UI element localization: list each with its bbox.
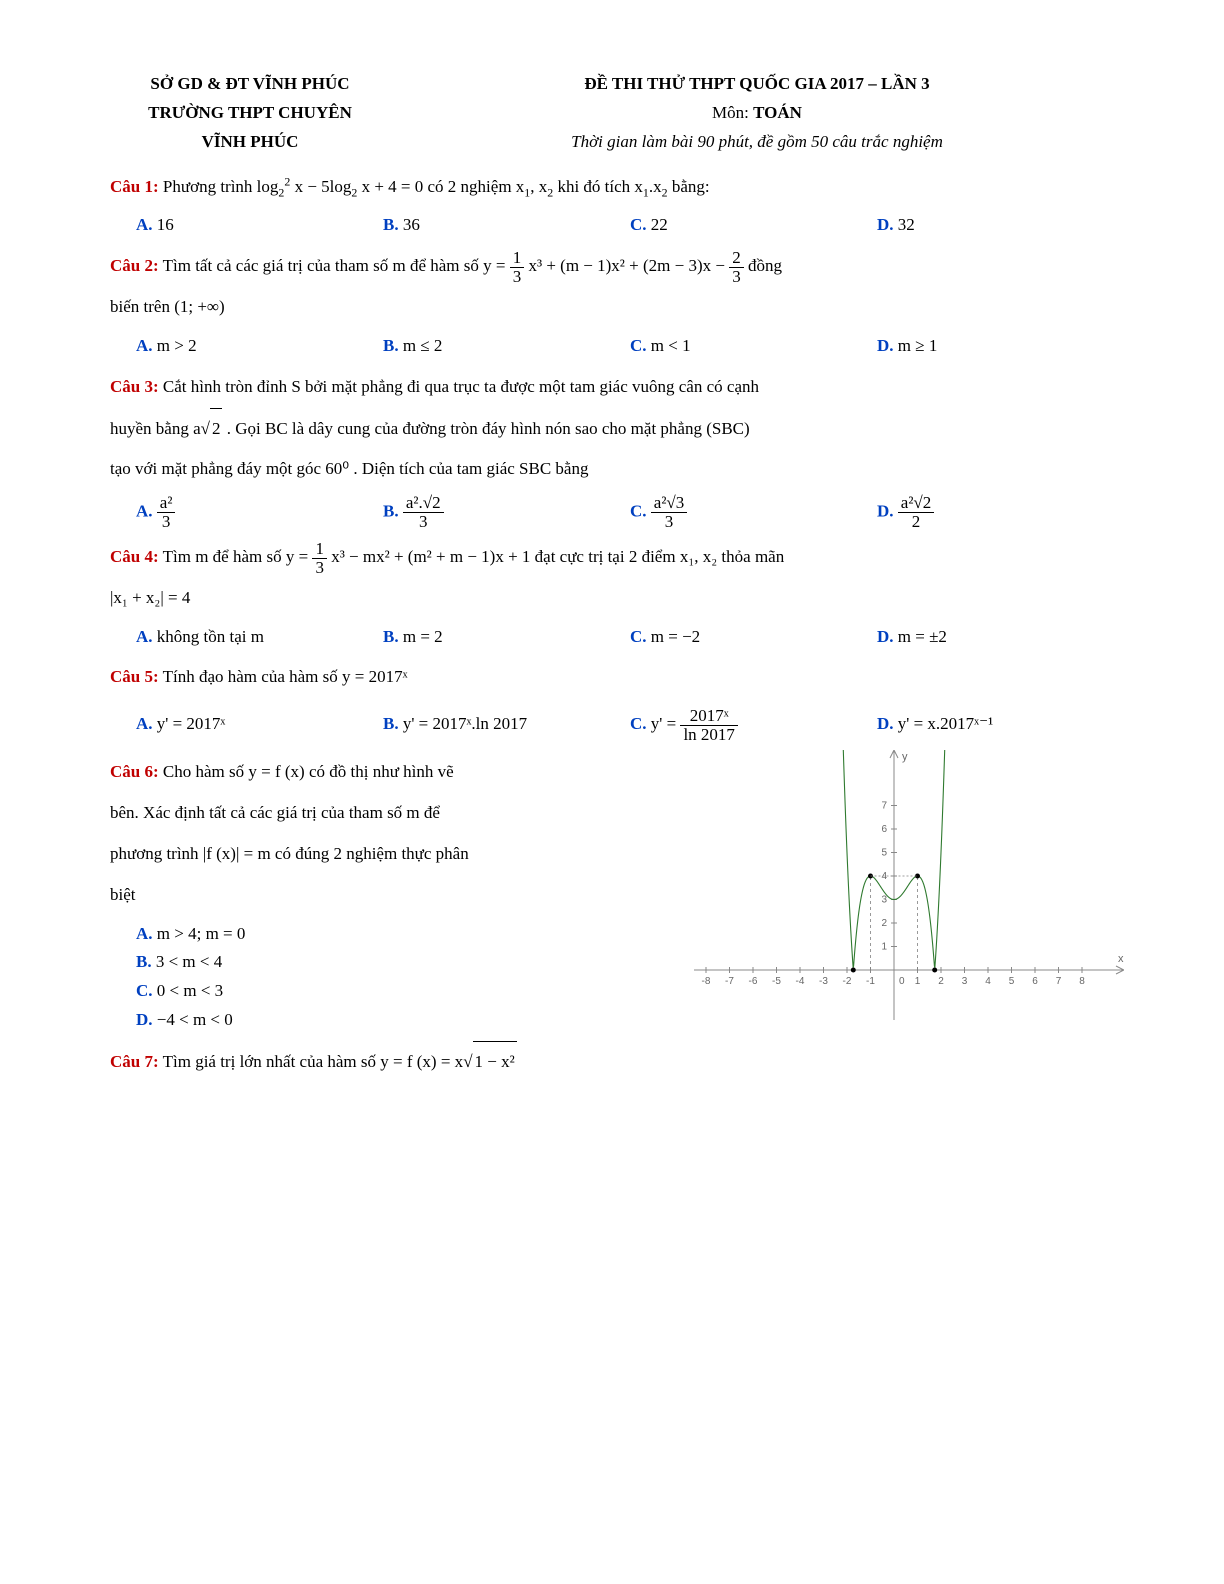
question-label: Câu 7: <box>110 1052 159 1071</box>
options-4: A. không tồn tại m B. m = 2 C. m = −2 D.… <box>136 623 1124 652</box>
option-C: C. y' = 2017ˣln 2017 <box>630 702 877 746</box>
option-D: D. m ≥ 1 <box>877 332 1124 361</box>
question-6-row: Câu 6: Cho hàm số y = f (x) có đồ thị nh… <box>110 746 1124 1035</box>
svg-text:5: 5 <box>881 848 887 859</box>
option-D: D. 32 <box>877 211 1124 240</box>
exam-block: ĐỀ THI THỬ THPT QUỐC GIA 2017 – LẦN 3 Mô… <box>390 70 1124 157</box>
sqrt: √1 − x² <box>463 1041 517 1083</box>
option-B: B. 36 <box>383 211 630 240</box>
option-A: A. a²3 <box>136 494 383 531</box>
exam-title: ĐỀ THI THỬ THPT QUỐC GIA 2017 – LẦN 3 <box>390 70 1124 99</box>
fraction: 23 <box>729 249 744 286</box>
school-line1: TRƯỜNG THPT CHUYÊN <box>110 99 390 128</box>
svg-text:-1: -1 <box>866 976 875 987</box>
page-header: SỞ GD & ĐT VĨNH PHÚC TRƯỜNG THPT CHUYÊN … <box>110 70 1124 157</box>
question-2: Câu 2: Tìm tất cả các giá trị của tham s… <box>110 246 1124 328</box>
option-C: C. a²√33 <box>630 494 877 531</box>
option-B: B. m = 2 <box>383 623 630 652</box>
svg-text:6: 6 <box>881 824 887 835</box>
svg-text:5: 5 <box>1009 976 1015 987</box>
svg-text:-6: -6 <box>749 976 758 987</box>
svg-text:0: 0 <box>899 976 905 987</box>
svg-text:3: 3 <box>881 895 887 906</box>
graph-q6: -8 -7 -6 -5 -4 -3 -2 -1 1 2 3 4 5 6 7 8 1 2 3 4 5 6 7 x y 0 <box>694 750 1124 1030</box>
question-label: Câu 1: <box>110 177 159 196</box>
svg-text:2: 2 <box>938 976 944 987</box>
svg-text:3: 3 <box>962 976 968 987</box>
option-A: A. m > 2 <box>136 332 383 361</box>
svg-text:-4: -4 <box>796 976 805 987</box>
option-C: C. m < 1 <box>630 332 877 361</box>
svg-text:7: 7 <box>881 801 887 812</box>
svg-text:y: y <box>902 751 908 763</box>
svg-text:2: 2 <box>881 918 887 929</box>
option-A: A. 16 <box>136 211 383 240</box>
svg-text:-7: -7 <box>725 976 734 987</box>
question-label: Câu 2: <box>110 256 159 275</box>
svg-text:4: 4 <box>881 871 887 882</box>
question-label: Câu 5: <box>110 667 159 686</box>
exam-subject: Môn: TOÁN <box>390 99 1124 128</box>
options-1: A. 16 B. 36 C. 22 D. 32 <box>136 211 1124 240</box>
question-3: Câu 3: Cắt hình tròn đỉnh S bởi mặt phẳn… <box>110 367 1124 490</box>
svg-text:7: 7 <box>1056 976 1062 987</box>
svg-text:-8: -8 <box>702 976 711 987</box>
question-4: Câu 4: Tìm m để hàm số y = 13 x³ − mx² +… <box>110 537 1124 619</box>
question-label: Câu 3: <box>110 377 159 396</box>
school-line2: VĨNH PHÚC <box>110 128 390 157</box>
question-5: Câu 5: Tính đạo hàm của hàm số y = 2017ˣ <box>110 657 1124 698</box>
question-7: Câu 7: Tìm giá trị lớn nhất của hàm số y… <box>110 1041 1124 1083</box>
fraction: 13 <box>510 249 525 286</box>
svg-text:x: x <box>1118 953 1124 965</box>
school-block: SỞ GD & ĐT VĨNH PHÚC TRƯỜNG THPT CHUYÊN … <box>110 70 390 157</box>
option-C: C. 22 <box>630 211 877 240</box>
question-6: Câu 6: Cho hàm số y = f (x) có đồ thị nh… <box>110 752 679 915</box>
option-C: C. m = −2 <box>630 623 877 652</box>
option-A: A. y' = 2017ˣ <box>136 702 383 746</box>
option-A: A. không tồn tại m <box>136 623 383 652</box>
options-5: A. y' = 2017ˣ B. y' = 2017ˣ.ln 2017 C. y… <box>136 702 1124 746</box>
question-1: Câu 1: Phương trình log22 x − 5log2 x + … <box>110 167 1124 208</box>
option-B: B. y' = 2017ˣ.ln 2017 <box>383 702 630 746</box>
svg-text:1: 1 <box>915 976 921 987</box>
options-3: A. a²3 B. a².√23 C. a²√33 D. a²√22 <box>136 494 1124 531</box>
option-B: B. a².√23 <box>383 494 630 531</box>
svg-text:-5: -5 <box>772 976 781 987</box>
svg-text:6: 6 <box>1032 976 1038 987</box>
dept-name: SỞ GD & ĐT VĨNH PHÚC <box>110 70 390 99</box>
option-B: B. 3 < m < 4 <box>136 948 679 977</box>
options-2: A. m > 2 B. m ≤ 2 C. m < 1 D. m ≥ 1 <box>136 332 1124 361</box>
option-D: D. −4 < m < 0 <box>136 1006 679 1035</box>
svg-text:4: 4 <box>985 976 991 987</box>
svg-text:1: 1 <box>881 942 887 953</box>
question-label: Câu 4: <box>110 547 159 566</box>
graph-svg: -8 -7 -6 -5 -4 -3 -2 -1 1 2 3 4 5 6 7 8 1 2 3 4 5 6 7 x y 0 <box>694 750 1124 1020</box>
option-C: C. 0 < m < 3 <box>136 977 679 1006</box>
exam-duration: Thời gian làm bài 90 phút, đề gồm 50 câu… <box>390 128 1124 157</box>
option-B: B. m ≤ 2 <box>383 332 630 361</box>
question-label: Câu 6: <box>110 762 159 781</box>
options-6: A. m > 4; m = 0 B. 3 < m < 4 C. 0 < m < … <box>136 920 679 1036</box>
option-D: D. m = ±2 <box>877 623 1124 652</box>
option-D: D. a²√22 <box>877 494 1124 531</box>
option-A: A. m > 4; m = 0 <box>136 920 679 949</box>
svg-text:-2: -2 <box>843 976 852 987</box>
svg-text:-3: -3 <box>819 976 828 987</box>
svg-text:8: 8 <box>1079 976 1085 987</box>
option-D: D. y' = x.2017ˣ⁻¹ <box>877 702 1124 746</box>
sqrt: √2 <box>201 408 223 450</box>
